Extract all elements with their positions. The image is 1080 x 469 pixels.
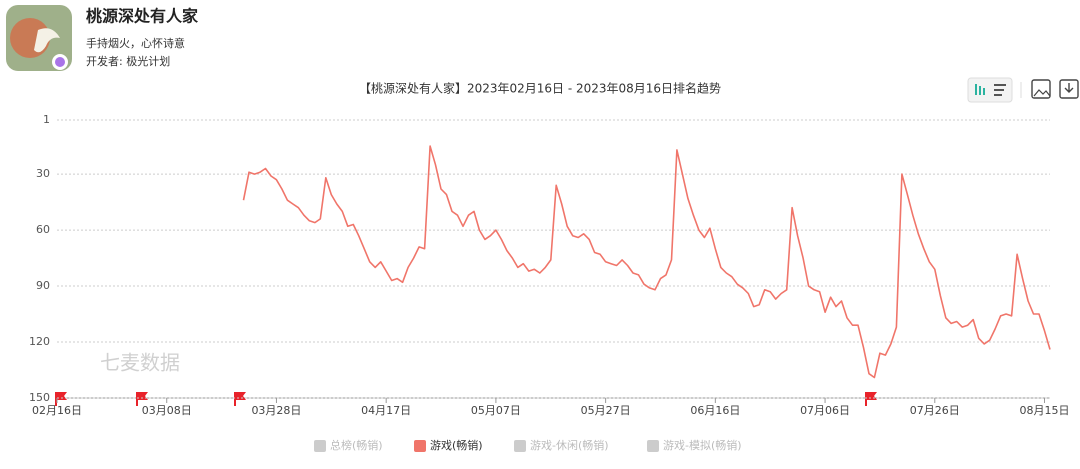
legend-label: 游戏-休闲(畅销) bbox=[530, 438, 609, 452]
legend-swatch bbox=[414, 440, 426, 452]
app-icon bbox=[6, 5, 72, 71]
legend-swatch bbox=[314, 440, 326, 452]
y-tick-label: 120 bbox=[29, 335, 50, 348]
legend-label: 游戏-模拟(畅销) bbox=[663, 438, 742, 452]
chart-title: 【桃源深处有人家】2023年02月16日 - 2023年08月16日排名趋势 bbox=[359, 81, 721, 96]
legend-item[interactable]: 游戏-休闲(畅销) bbox=[514, 438, 609, 452]
legend-label: 游戏(畅销) bbox=[430, 438, 483, 452]
watermark: 七麦数据 bbox=[100, 351, 180, 375]
x-tick-label: 08月15日 bbox=[1020, 404, 1070, 417]
x-tick-label: 07月06日 bbox=[800, 404, 850, 417]
y-tick-label: 60 bbox=[36, 223, 50, 236]
legend-swatch bbox=[647, 440, 659, 452]
legend-swatch bbox=[514, 440, 526, 452]
y-tick-label: 1 bbox=[43, 113, 50, 126]
app-name: 桃源深处有人家 bbox=[86, 7, 199, 26]
x-tick-label: 04月17日 bbox=[361, 404, 411, 417]
legend: 总榜(畅销) 游戏(畅销) 游戏-休闲(畅销) 游戏-模拟(畅销) bbox=[314, 438, 742, 452]
download-button[interactable] bbox=[1059, 79, 1079, 99]
legend-item[interactable]: 总榜(畅销) bbox=[314, 438, 383, 452]
view-toggle[interactable] bbox=[967, 77, 1013, 103]
legend-item[interactable]: 游戏(畅销) bbox=[414, 438, 483, 452]
app-tagline: 手持烟火，心怀诗意 bbox=[86, 36, 185, 50]
event-flags bbox=[55, 392, 877, 406]
x-tick-label: 02月16日 bbox=[32, 404, 82, 417]
legend-label: 总榜(畅销) bbox=[330, 438, 383, 452]
y-tick-label: 90 bbox=[36, 279, 50, 292]
x-tick-label: 06月16日 bbox=[690, 404, 740, 417]
x-tick-label: 03月08日 bbox=[142, 404, 192, 417]
app-developer: 开发者: 极光计划 bbox=[86, 54, 170, 68]
y-tick-label: 150 bbox=[29, 391, 50, 404]
save-image-button[interactable] bbox=[1031, 79, 1051, 99]
x-tick-label: 03月28日 bbox=[251, 404, 301, 417]
x-tick-label: 07月26日 bbox=[910, 404, 960, 417]
legend-item[interactable]: 游戏-模拟(畅销) bbox=[647, 438, 742, 452]
y-tick-label: 30 bbox=[36, 167, 50, 180]
series-line bbox=[242, 145, 1051, 379]
x-tick-label: 05月07日 bbox=[471, 404, 521, 417]
x-tick-label: 05月27日 bbox=[581, 404, 631, 417]
